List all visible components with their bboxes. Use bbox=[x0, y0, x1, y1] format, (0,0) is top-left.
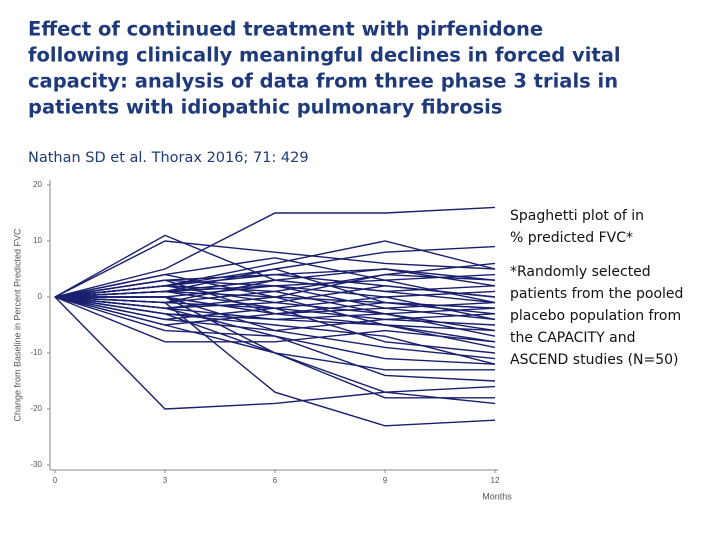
citation: Nathan SD et al. Thorax 2016; 71: 429 bbox=[28, 150, 309, 166]
y-tick-label: -10 bbox=[30, 348, 42, 357]
note-line: *Randomly selected bbox=[510, 264, 651, 280]
title-line: Effect of continued treatment with pirfe… bbox=[28, 18, 543, 41]
note-line: ASCEND studies (N=50) bbox=[510, 352, 679, 368]
y-tick-label: 10 bbox=[33, 236, 42, 245]
y-tick-label: 0 bbox=[38, 292, 43, 301]
series-line bbox=[54, 206, 496, 298]
caption-line: % predicted FVC* bbox=[510, 230, 633, 246]
series-line bbox=[54, 296, 496, 382]
y-tick-label: -30 bbox=[30, 460, 42, 469]
title-line: following clinically meaningful declines… bbox=[28, 44, 621, 67]
y-tick-label: 20 bbox=[33, 180, 42, 189]
series-line bbox=[54, 279, 496, 343]
series-line bbox=[54, 296, 496, 343]
note-line: patients from the pooled bbox=[510, 286, 683, 302]
caption-line: Spaghetti plot of in bbox=[510, 208, 644, 224]
x-tick-label: 0 bbox=[53, 476, 58, 485]
note-line: placebo population from bbox=[510, 308, 681, 324]
y-axis-label: Change from Baseline in Percent Predicte… bbox=[12, 228, 22, 422]
series-line bbox=[54, 296, 496, 410]
title-line: patients with idiopathic pulmonary fibro… bbox=[28, 96, 502, 119]
series-line bbox=[54, 296, 496, 321]
y-tick-label: -20 bbox=[30, 404, 42, 413]
series-line bbox=[54, 279, 496, 304]
x-tick-label: 3 bbox=[163, 476, 168, 485]
x-tick-label: 12 bbox=[491, 476, 500, 485]
series-line bbox=[54, 240, 496, 298]
x-tick-label: 9 bbox=[383, 476, 388, 485]
title-line: capacity: analysis of data from three ph… bbox=[28, 70, 618, 93]
x-axis-label: Months bbox=[482, 491, 512, 501]
series-line bbox=[54, 296, 496, 365]
note-line: the CAPACITY and bbox=[510, 330, 635, 346]
series-line bbox=[54, 290, 496, 332]
series-line bbox=[54, 296, 496, 365]
series-line bbox=[55, 296, 496, 393]
x-tick-label: 6 bbox=[273, 476, 278, 485]
